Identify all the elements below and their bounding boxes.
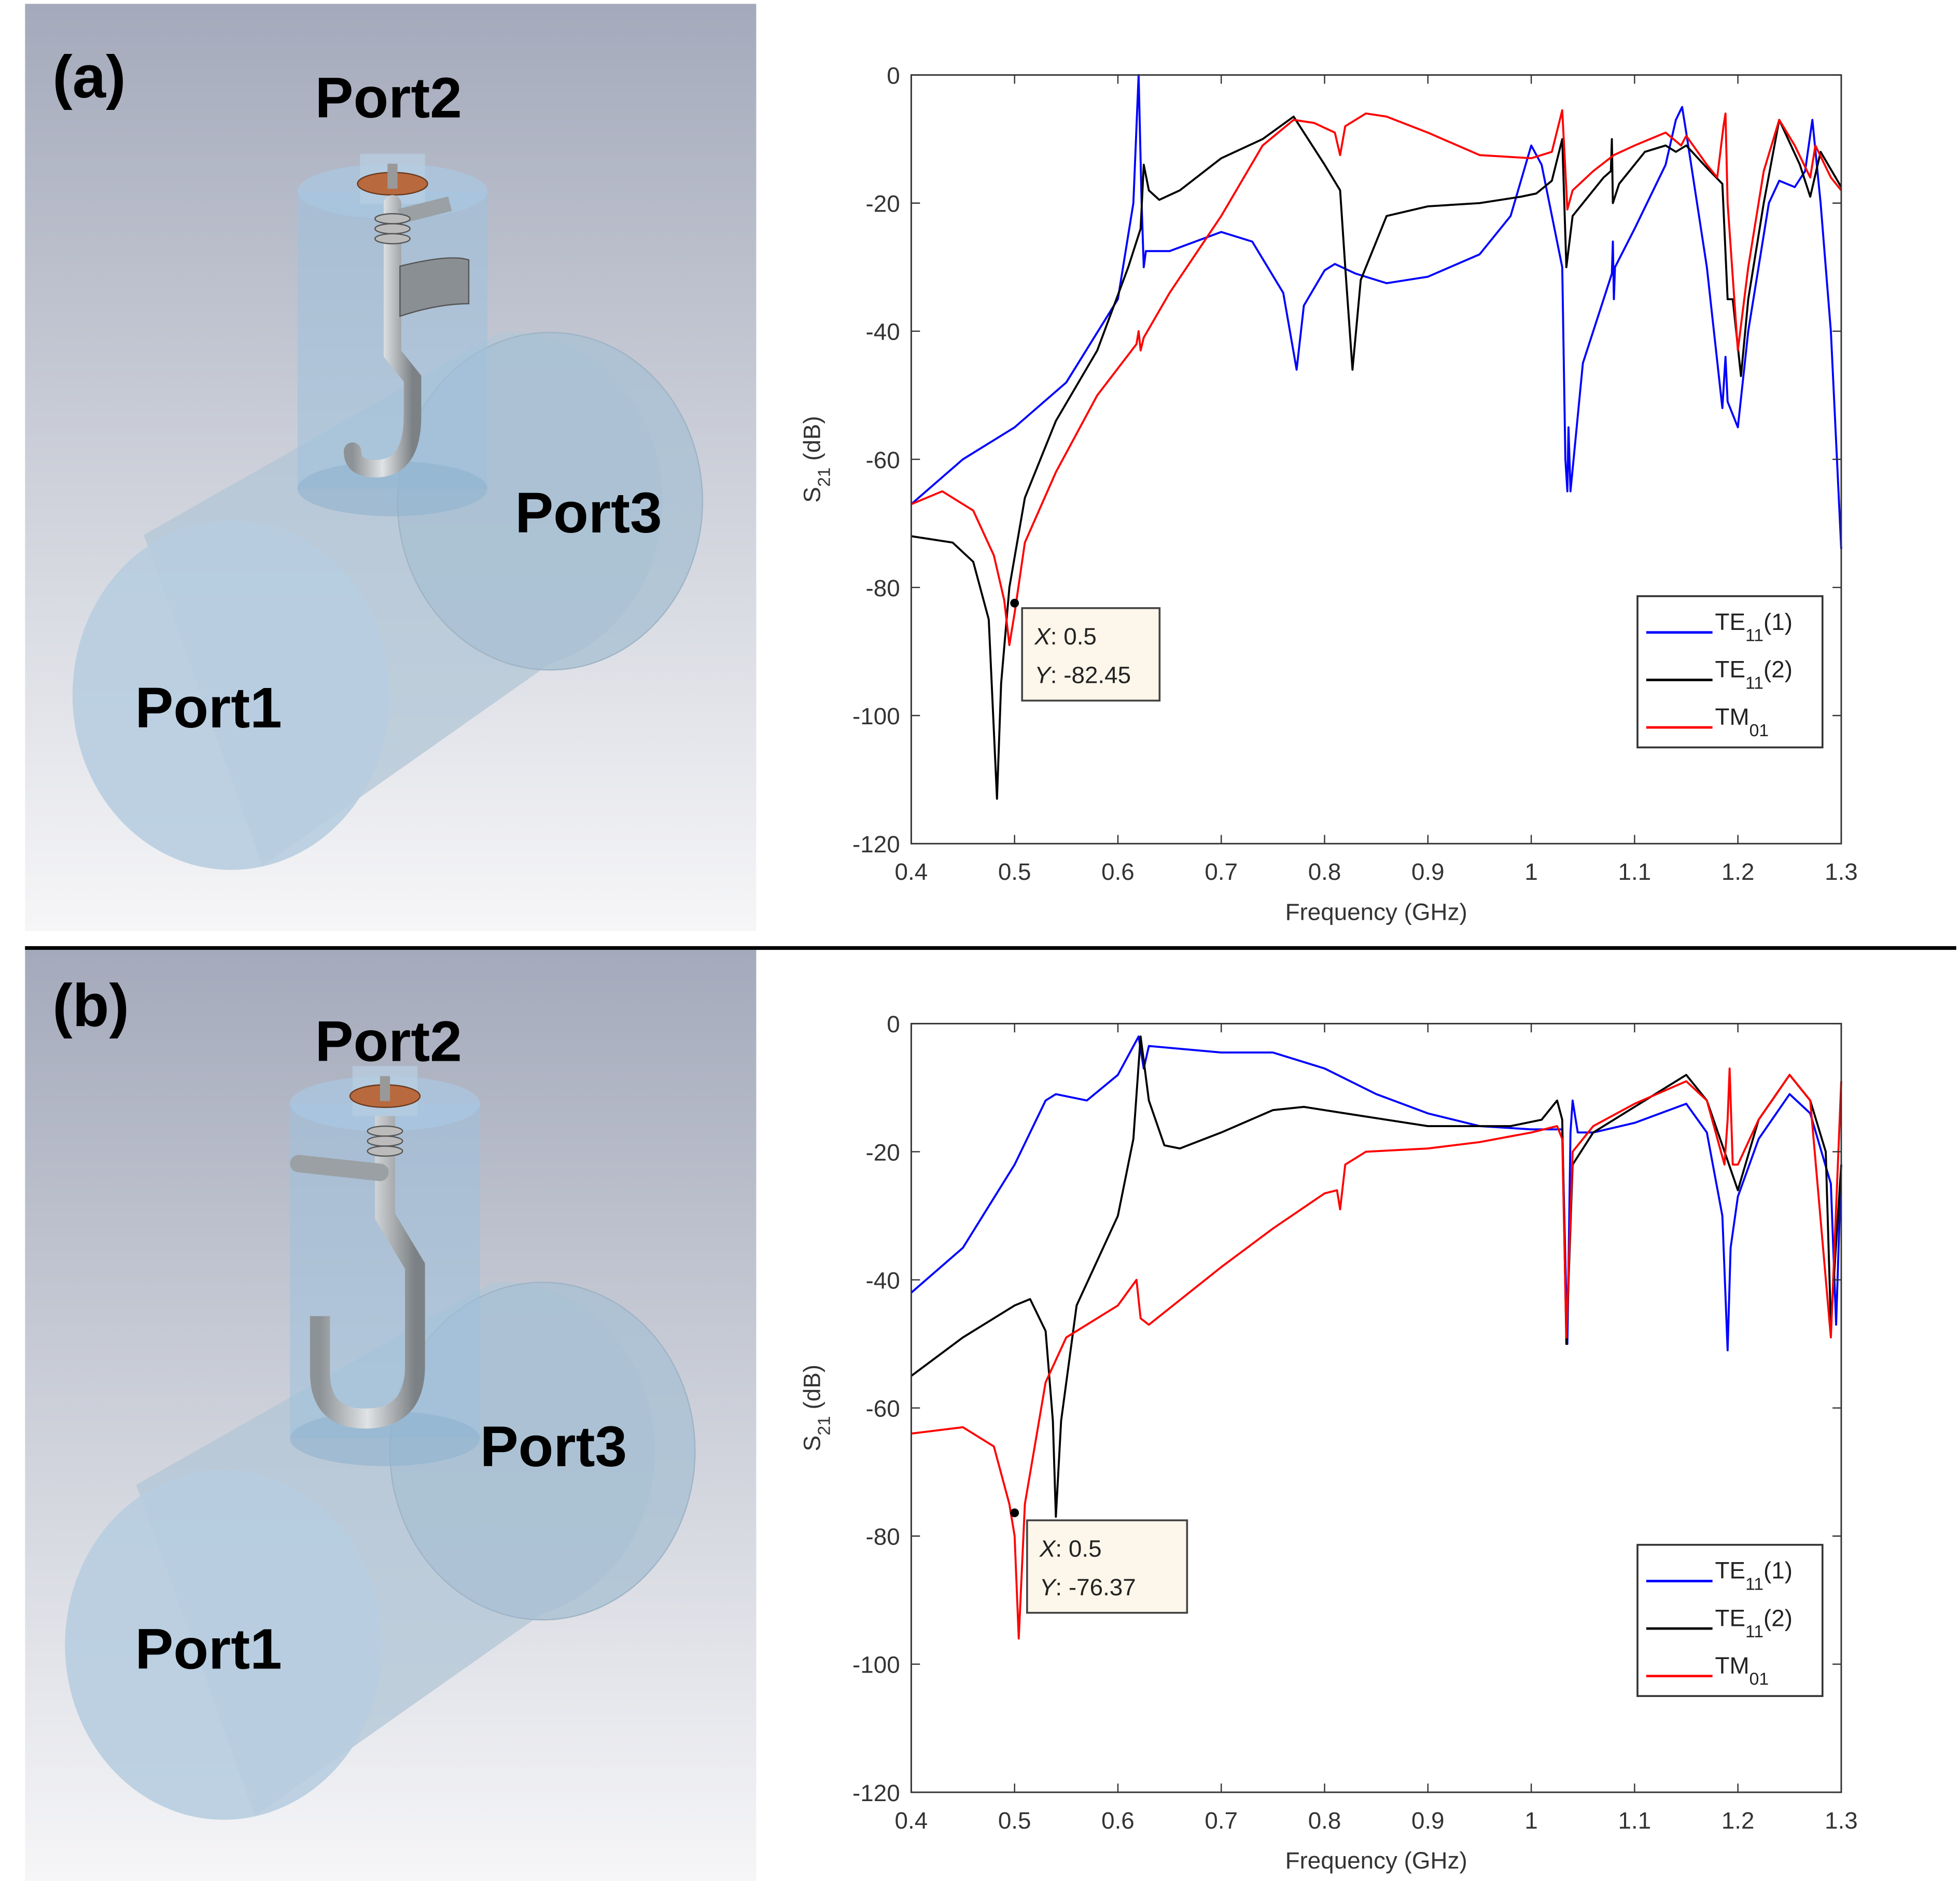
x-tick-label: 0.9 [1411,859,1445,885]
port2-label: Port2 [315,65,462,130]
s21-chart-a: 0.4 0.5 0.6 0.7 0.8 0.9 1 1.1 1.2 1.3 0 -20 -40 -60 -8… [775,0,1900,937]
probe-ring [367,1125,403,1137]
probe-ring [374,213,411,224]
datatip-x: X: 0.5 [1039,1535,1102,1562]
panel-divider [25,946,1956,950]
probe-ring [367,1145,403,1157]
datatip-box [1026,1519,1188,1614]
chart-svg: 0.4 0.5 0.6 0.7 0.8 0.9 1 1.1 1.2 1.3 0 -20 -40 -60 -8… [799,1011,1858,1874]
x-tick-label: 0.4 [895,859,928,885]
probe-arm [290,1155,389,1182]
panel-label-a: (a) [52,45,126,111]
probe-loop [343,195,422,477]
x-tick-label: 1.3 [1825,1807,1858,1834]
series-line-te111 [911,1035,1842,1352]
model-panel-b: (b) Port2 Port3 Port1 [25,950,757,1881]
probe-ring [367,1135,403,1147]
y-axis-label: S21 (dB) [799,416,834,502]
datatip-x: X: 0.5 [1034,623,1097,650]
x-tick-label: 1 [1524,1807,1537,1834]
waveguide-model-b [25,950,757,1881]
y-tick-label: -60 [866,1396,900,1422]
y-tick-label: -40 [866,319,900,345]
probe-arm [398,196,452,224]
probe-loop [310,1116,425,1429]
x-tick-label: 1.1 [1618,859,1651,885]
y-tick-label: -60 [866,447,900,473]
x-tick-label: 0.7 [1205,859,1238,885]
x-tick-label: 0.8 [1308,859,1341,885]
x-axis-label: Frequency (GHz) [1285,1847,1467,1874]
port1-label: Port1 [135,1616,282,1681]
y-tick-label: -120 [852,1780,900,1806]
legend-box [1636,1543,1824,1697]
series-line-tm01 [911,109,1842,647]
x-tick-label: 1.2 [1721,859,1755,885]
model-group [65,1066,696,1820]
x-tick-label: 1.1 [1618,1807,1651,1834]
model-panel-a: (a) Port2 Port3 Port1 [25,4,757,931]
port2-label: Port2 [315,1008,462,1074]
y-tick-label: -80 [866,575,900,601]
probe-ring [374,223,411,235]
series-line-te111 [911,74,1842,550]
x-tick-label: 1.3 [1825,859,1858,885]
y-tick-label: -40 [866,1267,900,1294]
datatip-marker [1010,598,1019,608]
x-tick-label: 1.2 [1721,1807,1755,1834]
datatip-marker [1010,1508,1019,1518]
y-tick-label: 0 [887,63,900,89]
panel-label-b: (b) [52,973,130,1040]
x-tick-label: 0.5 [998,859,1031,885]
series-line-tm01 [911,1067,1842,1640]
x-tick-label: 0.6 [1101,1807,1135,1834]
x-tick-label: 0.7 [1205,1807,1238,1834]
datatip-y: Y: -82.45 [1034,662,1131,689]
x-tick-label: 1 [1524,859,1537,885]
coax-bottom [297,461,488,516]
y-tick-label: -20 [866,191,900,217]
datatip-box [1021,607,1161,702]
port1-label: Port1 [135,675,282,740]
y-tick-label: -120 [852,831,900,858]
coax-bottom [290,1411,480,1466]
legend-box [1636,595,1824,749]
probe-ring [374,233,411,245]
datatip-y: Y: -76.37 [1040,1574,1136,1600]
port1-face [72,519,390,870]
x-tick-label: 0.4 [895,1807,928,1834]
probe-plate [399,257,470,317]
s21-chart-b: 0.4 0.5 0.6 0.7 0.8 0.9 1 1.1 1.2 1.3 0 -20 -40 -60 -8… [775,949,1900,1886]
y-tick-label: -100 [852,1652,900,1678]
model-group [72,153,704,870]
y-tick-label: -20 [866,1139,900,1165]
port1-face [65,1469,383,1820]
y-tick-label: 0 [887,1011,900,1037]
x-axis-label: Frequency (GHz) [1285,898,1467,925]
x-tick-label: 0.6 [1101,859,1135,885]
series-line-te112 [911,115,1842,800]
x-tick-label: 0.5 [998,1807,1031,1834]
y-tick-label: -100 [852,703,900,729]
y-tick-label: -80 [866,1524,900,1550]
chart-svg: 0.4 0.5 0.6 0.7 0.8 0.9 1 1.1 1.2 1.3 0 -20 -40 -60 -8… [799,63,1858,925]
center-pin [380,1076,390,1101]
x-tick-label: 0.8 [1308,1807,1341,1834]
x-tick-label: 0.9 [1411,1807,1445,1834]
center-pin [387,163,398,189]
port3-label: Port3 [480,1413,627,1479]
y-axis-label: S21 (dB) [799,1365,834,1451]
port3-label: Port3 [515,480,662,545]
waveguide-model-a [25,4,757,931]
series-line-te112 [911,1035,1842,1518]
